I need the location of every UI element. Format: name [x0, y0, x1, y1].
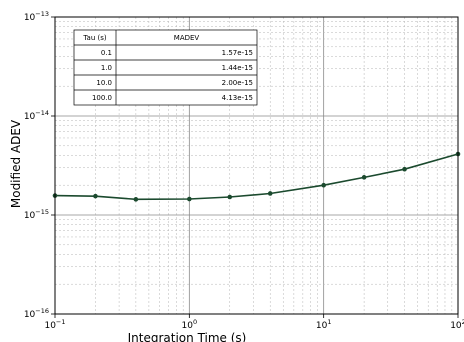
table-cell-tau: 10.0 [96, 79, 112, 87]
table-cell-madev: 1.57e-15 [222, 49, 253, 57]
ticks: 10−1 100 101 102 10−16 10−15 10−14 10−13 [24, 10, 464, 331]
x-tick-label: 102 [450, 318, 464, 331]
data-point [93, 193, 98, 199]
table-frame [73, 29, 258, 106]
table-cell-madev: 4.13e-15 [222, 94, 253, 102]
y-tick-label: 10−16 [24, 307, 49, 320]
data-point [267, 191, 273, 196]
x-tick-label: 101 [316, 318, 332, 331]
y-tick-label: 10−14 [24, 109, 49, 122]
table-cell-tau: 1.0 [101, 64, 112, 72]
data-point [361, 175, 367, 180]
x-tick-label: 10−1 [44, 318, 65, 331]
table-cell-tau: 0.1 [101, 49, 112, 57]
y-tick-label: 10−13 [24, 10, 49, 23]
y-axis-title: Modified ADEV [9, 119, 23, 208]
table-cell-madev: 2.00e-15 [222, 79, 253, 87]
data-point [321, 182, 326, 188]
table-header-tau: Tau (s) [82, 34, 106, 42]
plot-frame [54, 16, 459, 315]
table-header-madev: MADEV [174, 34, 200, 42]
table-cell-tau: 100.0 [92, 94, 112, 102]
data-point [133, 197, 139, 202]
data-point [402, 166, 407, 172]
y-tick-label: 10−15 [24, 208, 49, 221]
x-axis-title: Integration Time (s) [128, 331, 247, 342]
data-point [227, 194, 233, 200]
series-line [54, 153, 459, 201]
x-tick-label: 100 [182, 318, 198, 331]
data-table: Tau (s) MADEV 0.1 1.57e-15 1.0 1.44e-15 10.0 2.… [73, 29, 258, 106]
table-cell-madev: 1.44e-15 [222, 64, 253, 72]
series-layer [52, 151, 461, 202]
data-point [187, 196, 192, 202]
